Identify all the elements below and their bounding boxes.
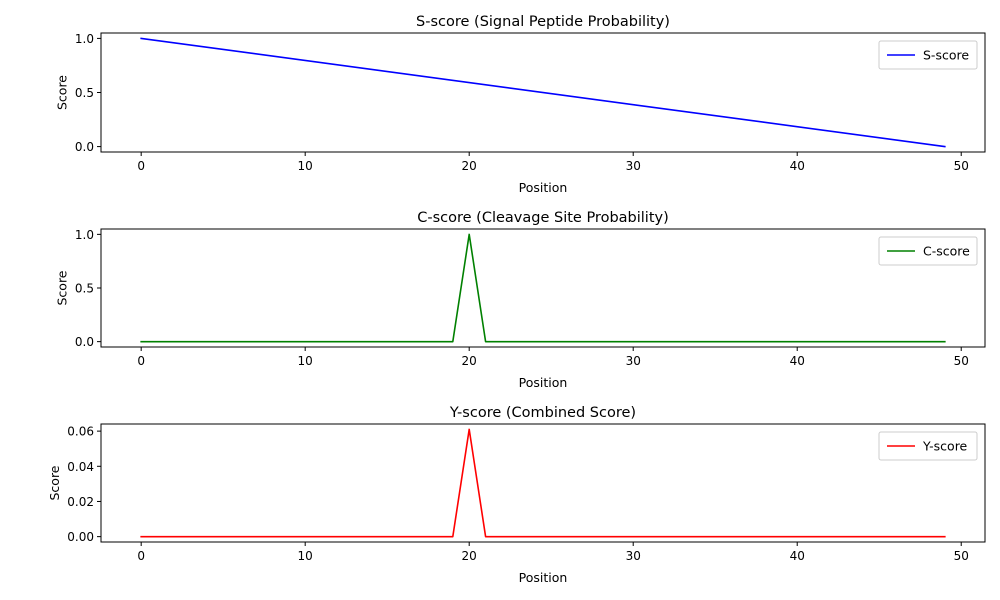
c-score-legend: C-score — [878, 236, 978, 266]
y-score-x-axis-label: Position — [519, 570, 568, 585]
s-score-y-tick-label: 0.0 — [75, 140, 94, 154]
s-score-legend: S-score — [878, 40, 978, 70]
y-score-x-tick-label: 20 — [462, 549, 477, 563]
s-score-x-tick-label: 40 — [790, 159, 805, 173]
s-score-x-tick-label: 10 — [298, 159, 313, 173]
c-score-series-line-0 — [140, 233, 946, 343]
c-score-x-tick-label: 40 — [790, 354, 805, 368]
c-score-y-tick-label: 0.0 — [75, 335, 94, 349]
s-score-legend-label: S-score — [923, 48, 969, 63]
c-score-title: C-score (Cleavage Site Probability) — [417, 210, 669, 226]
y-score-legend-box — [878, 431, 978, 461]
c-score-x-tick-label: 30 — [626, 354, 641, 368]
s-score-x-axis-label: Position — [519, 180, 568, 195]
y-score-legend: Y-score — [878, 431, 978, 461]
s-score-x-tick-label: 30 — [626, 159, 641, 173]
subplots: 0 10 20 30 40 50 0.0 0.5 1.0 S-score (Signal Pept… — [47, 14, 986, 585]
y-score-y-tick-label: 0.06 — [67, 425, 94, 439]
y-score-subplot: 0 10 20 30 40 50 0.00 0.02 0.04 0.06 Y-score (Comb… — [47, 405, 986, 585]
c-score-y-tick-label: 0.5 — [75, 282, 94, 296]
y-score-y-tick-label: 0.04 — [67, 460, 94, 474]
c-score-x-tick-label: 10 — [298, 354, 313, 368]
s-score-x-tick-label: 20 — [462, 159, 477, 173]
y-score-title: Y-score (Combined Score) — [449, 405, 636, 421]
c-score-y-axis-label: Score — [55, 270, 70, 305]
s-score-series-line-0 — [140, 37, 946, 148]
s-score-legend-box — [878, 40, 978, 70]
c-score-subplot: 0 10 20 30 40 50 0.0 0.5 1.0 C-score (Cleavage Si… — [55, 210, 986, 390]
c-score-legend-box — [878, 236, 978, 266]
y-score-x-tick-label: 30 — [626, 549, 641, 563]
s-score-y-tick-label: 1.0 — [75, 32, 94, 46]
s-score-title: S-score (Signal Peptide Probability) — [416, 14, 670, 30]
c-score-legend-label: C-score — [923, 244, 970, 259]
y-score-y-tick-label: 0.02 — [67, 495, 94, 509]
y-score-x-tick-label: 0 — [137, 549, 145, 563]
s-score-x-tick-label: 50 — [954, 159, 969, 173]
y-score-x-tick-label: 10 — [298, 549, 313, 563]
s-score-subplot: 0 10 20 30 40 50 0.0 0.5 1.0 S-score (Signal Pept… — [55, 14, 986, 195]
y-score-x-tick-label: 50 — [954, 549, 969, 563]
c-score-x-axis-label: Position — [519, 375, 568, 390]
c-score-x-tick-label: 20 — [462, 354, 477, 368]
s-score-y-axis-label: Score — [55, 75, 70, 110]
c-score-x-tick-label: 50 — [954, 354, 969, 368]
c-score-x-tick-label: 0 — [137, 354, 145, 368]
s-score-y-tick-label: 0.5 — [75, 86, 94, 100]
c-score-y-tick-label: 1.0 — [75, 228, 94, 242]
y-score-axes-frame — [100, 423, 986, 543]
y-score-series-line-0 — [140, 428, 946, 538]
y-score-legend-label: Y-score — [922, 439, 968, 454]
y-score-x-tick-label: 40 — [790, 549, 805, 563]
y-score-y-axis-label: Score — [47, 465, 62, 500]
s-score-x-tick-label: 0 — [137, 159, 145, 173]
y-score-y-tick-label: 0.00 — [67, 530, 94, 544]
